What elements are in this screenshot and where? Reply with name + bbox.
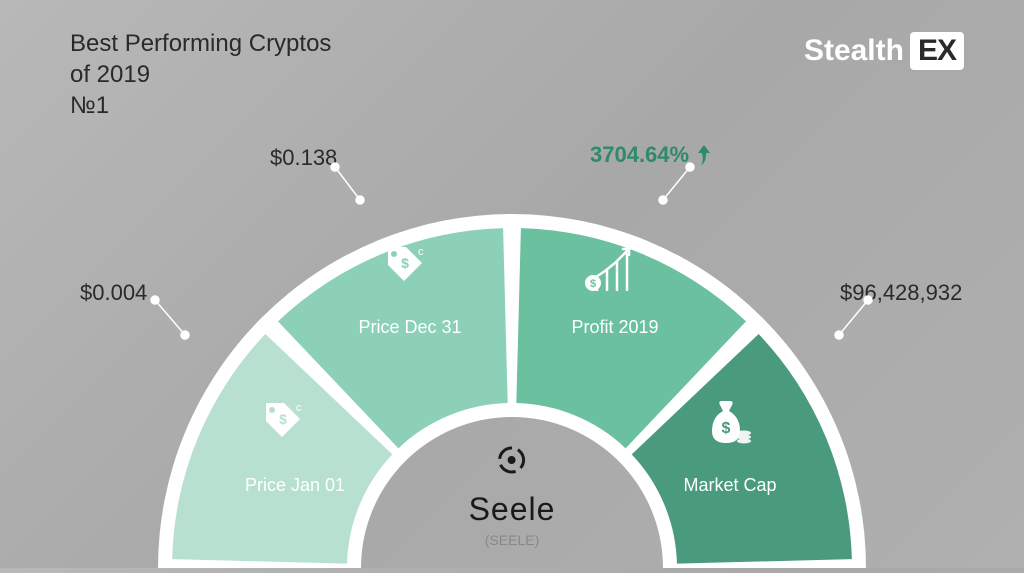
title-line-2: of 2019 bbox=[70, 59, 331, 90]
value-price-jan: $0.004 bbox=[80, 280, 147, 306]
brand-name: Stealth bbox=[804, 34, 904, 68]
title-line-1: Best Performing Cryptos bbox=[70, 28, 331, 59]
title-line-3: №1 bbox=[70, 90, 331, 121]
brand-badge: EX bbox=[910, 32, 964, 70]
up-arrow-icon bbox=[695, 143, 713, 167]
value-mcap: $96,428,932 bbox=[840, 280, 962, 306]
brand-logo: Stealth EX bbox=[804, 32, 964, 70]
crypto-ticker: (SEELE) bbox=[469, 532, 556, 548]
value-profit: 3704.64% bbox=[590, 142, 713, 168]
value-price-dec: $0.138 bbox=[270, 145, 337, 171]
profit-percent: 3704.64% bbox=[590, 142, 689, 168]
page-title: Best Performing Cryptos of 2019 №1 bbox=[70, 28, 331, 122]
center-crypto-brand: Seele (SEELE) bbox=[469, 440, 556, 548]
seele-logo-icon bbox=[492, 440, 532, 480]
crypto-name: Seele bbox=[469, 491, 556, 528]
